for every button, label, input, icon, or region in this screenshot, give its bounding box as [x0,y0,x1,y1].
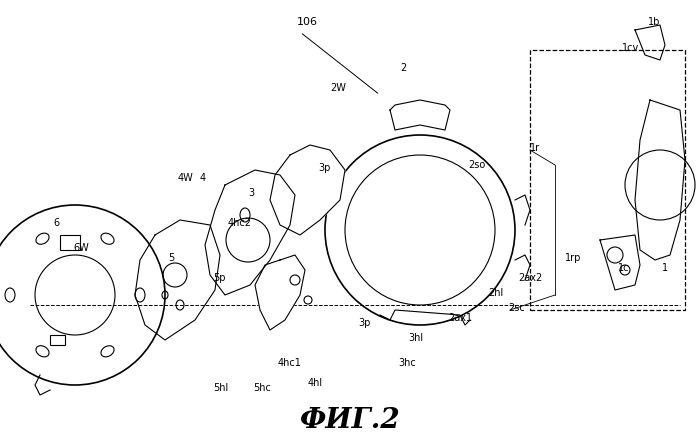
Text: 3p: 3p [318,163,330,173]
Text: 3p: 3p [358,318,370,328]
Text: 4: 4 [200,173,206,183]
Text: 2ax2: 2ax2 [518,273,542,283]
Polygon shape [270,145,345,235]
Text: 5p: 5p [213,273,225,283]
Text: 4hl: 4hl [308,378,323,388]
Text: 6: 6 [53,218,59,228]
Text: 2ax1: 2ax1 [448,313,472,323]
Text: ФИГ.2: ФИГ.2 [300,406,400,434]
Text: 1cv: 1cv [622,43,639,53]
Polygon shape [135,220,220,340]
Polygon shape [255,255,305,330]
Text: 2W: 2W [330,83,346,93]
Text: 5hc: 5hc [253,383,271,393]
Text: 3hc: 3hc [398,358,416,368]
Text: 4hc1: 4hc1 [278,358,302,368]
Text: 4W: 4W [178,173,194,183]
Text: 1c: 1c [618,263,629,273]
Text: 5: 5 [168,253,174,263]
Text: 1r: 1r [530,143,540,153]
Polygon shape [205,170,295,295]
Text: 6W: 6W [73,243,89,253]
Text: 1b: 1b [648,17,660,27]
Text: 2sc: 2sc [508,303,525,313]
Text: 3hl: 3hl [408,333,423,343]
Text: 1rp: 1rp [565,253,582,263]
Text: 2hl: 2hl [488,288,503,298]
Text: 1: 1 [662,263,668,273]
Text: 2so: 2so [468,160,485,170]
Text: 2: 2 [400,63,406,73]
Text: 4hc2: 4hc2 [228,218,252,228]
Text: 106: 106 [297,17,318,27]
Text: 3: 3 [248,188,254,198]
Text: 5hl: 5hl [213,383,228,393]
